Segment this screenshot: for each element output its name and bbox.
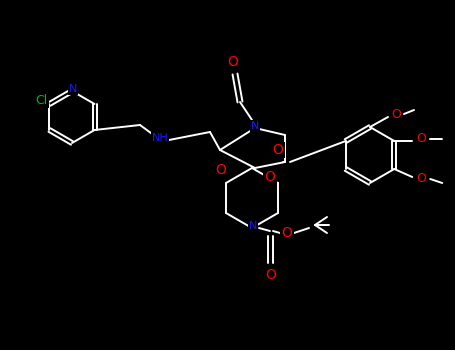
- Text: O: O: [416, 173, 426, 186]
- Text: NH: NH: [152, 133, 168, 143]
- Text: O: O: [273, 143, 283, 157]
- Text: O: O: [416, 133, 426, 146]
- Text: N: N: [249, 221, 257, 231]
- Text: O: O: [264, 170, 275, 184]
- Text: O: O: [391, 107, 401, 120]
- Text: O: O: [282, 226, 293, 240]
- Text: O: O: [228, 55, 238, 69]
- Text: O: O: [216, 163, 227, 177]
- Text: N: N: [251, 121, 259, 131]
- Text: Cl: Cl: [35, 93, 48, 106]
- Text: O: O: [266, 268, 277, 282]
- Text: N: N: [69, 84, 77, 94]
